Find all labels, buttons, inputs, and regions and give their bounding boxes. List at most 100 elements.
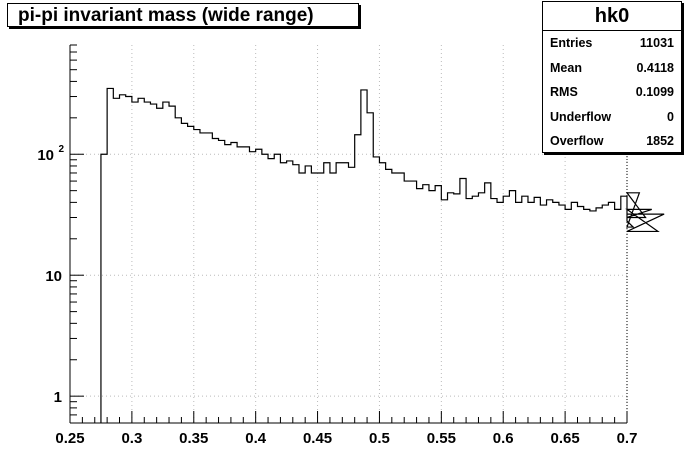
histogram-bin	[107, 88, 113, 423]
histogram-bin	[379, 163, 385, 423]
histogram-bin	[361, 90, 367, 423]
stats-row-underflow: Underflow 0	[543, 105, 681, 130]
histogram-bin	[509, 191, 515, 423]
histogram-bin	[534, 197, 540, 423]
histogram-bin	[268, 159, 274, 423]
histogram-bin	[528, 202, 534, 423]
x-tick-label: 0.45	[303, 430, 332, 447]
histogram-bin	[448, 193, 454, 423]
histogram-bin	[472, 196, 478, 423]
histogram-bin	[404, 181, 410, 423]
histogram-bin	[547, 200, 553, 423]
stats-value: 11031	[639, 36, 674, 50]
histogram-bin	[175, 118, 181, 423]
histogram-bin	[237, 147, 243, 423]
y-tick-label: 1	[54, 389, 62, 406]
histogram-bin	[256, 149, 262, 423]
histogram-line	[100, 87, 665, 423]
histogram-bin	[120, 95, 126, 423]
histogram-bin	[262, 154, 268, 423]
histogram-bin	[169, 106, 175, 423]
stats-box: hk0 Entries 11031 Mean 0.4118 RMS 0.1099…	[542, 1, 682, 153]
histogram-bin	[212, 138, 218, 423]
stats-row-entries: Entries 11031	[543, 31, 681, 56]
chart-title-box: pi-pi invariant mass (wide range)	[7, 3, 359, 27]
histogram-bin	[324, 163, 330, 423]
histogram-bin	[621, 196, 627, 423]
stats-value: 0.1099	[635, 85, 674, 100]
stats-row-rms: RMS 0.1099	[543, 80, 681, 105]
histogram-bin	[157, 108, 163, 423]
histogram-bin	[478, 193, 484, 423]
histogram-bin	[287, 161, 293, 423]
histogram-bin	[280, 163, 286, 423]
histogram-bin	[386, 169, 392, 423]
histogram-bin	[299, 173, 305, 423]
histogram-bin	[231, 143, 237, 423]
grid-lines	[69, 45, 628, 423]
histogram-bin	[454, 194, 460, 423]
histogram-bin	[503, 196, 509, 423]
histogram-bin	[553, 202, 559, 423]
chart-title: pi-pi invariant mass (wide range)	[18, 5, 314, 26]
histogram-bin	[132, 102, 138, 423]
stats-key: Overflow	[550, 134, 604, 149]
histogram-bin	[491, 199, 497, 423]
histogram-bin	[181, 123, 187, 423]
histogram-bin	[101, 154, 107, 423]
histogram-bin	[138, 98, 144, 423]
histogram-bin	[150, 104, 156, 423]
x-tick-label: 0.25	[55, 430, 84, 447]
x-tick-label: 0.4	[245, 430, 267, 447]
histogram-bin	[590, 211, 596, 423]
histogram-bin	[342, 163, 348, 423]
x-tick-label: 0.6	[493, 430, 514, 447]
histogram-bin	[410, 181, 416, 423]
histogram-bin	[243, 147, 249, 423]
histogram-bin	[188, 126, 194, 423]
histogram-bin	[540, 205, 546, 423]
histogram-bin	[318, 173, 324, 423]
stats-key: Entries	[550, 36, 593, 50]
histogram-bin	[608, 202, 614, 423]
histogram-series	[100, 87, 665, 423]
histogram-bin	[336, 163, 342, 423]
stats-value: 1852	[646, 134, 674, 149]
histogram-bin	[565, 209, 571, 423]
x-tick-label: 0.65	[551, 430, 580, 447]
histogram-bin	[435, 186, 441, 423]
histogram-bin	[206, 133, 212, 423]
x-tick-label: 0.35	[179, 430, 208, 447]
histogram-bin	[441, 200, 447, 423]
stats-value: 0	[667, 109, 674, 124]
x-tick-label: 0.7	[617, 430, 638, 447]
histogram-bin	[516, 202, 522, 423]
axes: 0.25 0.3 0.35 0.4 0.45 0.5 0.55 0.6 0.65 0.7 1 10 10…	[37, 44, 638, 447]
histogram-bin	[305, 166, 311, 423]
histogram-bin	[225, 145, 231, 423]
histogram-bin	[311, 173, 317, 423]
histogram-bin	[392, 173, 398, 423]
histogram-bin	[144, 102, 150, 423]
histogram-bin	[349, 167, 355, 423]
histogram-bin	[615, 209, 621, 423]
stats-row-overflow: Overflow 1852	[543, 129, 681, 154]
histogram-bin	[602, 205, 608, 423]
histogram-bin	[367, 113, 373, 423]
y-tick-label: 10	[45, 268, 62, 285]
x-tick-label: 0.55	[427, 430, 456, 447]
histogram-bin	[373, 157, 379, 423]
histogram-bin	[577, 206, 583, 423]
x-tick-label: 0.5	[369, 430, 390, 447]
histogram-bin	[460, 179, 466, 423]
histogram-bin	[417, 189, 423, 423]
histogram-bin	[584, 209, 590, 423]
histogram-bin	[571, 202, 577, 423]
histogram-bin	[497, 202, 503, 423]
stats-value: 0.4118	[636, 60, 674, 75]
histogram-bin	[355, 135, 361, 423]
stats-key: Underflow	[550, 109, 612, 124]
histogram-bin	[249, 152, 255, 423]
x-tick-label: 0.3	[121, 430, 142, 447]
